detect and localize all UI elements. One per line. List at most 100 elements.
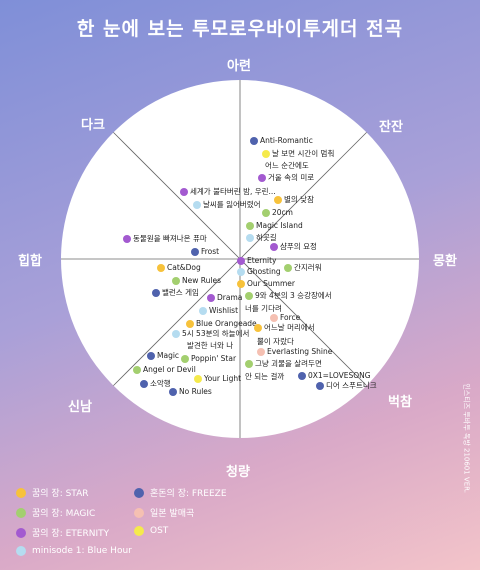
legend-label-magic: 꿈의 장: MAGIC (32, 509, 96, 519)
song-item: Force (270, 314, 300, 322)
song-dot (180, 188, 188, 196)
song-item: Wishlist (199, 307, 238, 315)
song-dot (157, 264, 165, 272)
song-dot (181, 355, 189, 363)
song-dot (186, 320, 194, 328)
legend-item-bluehour: minisode 1: Blue Hour (16, 546, 132, 556)
song-item: 20cm (262, 209, 293, 217)
song-item: 발견한 너와 나 (187, 342, 233, 350)
legend-label-ost: OST (150, 526, 169, 536)
legend-label-star: 꿈의 장: STAR (32, 489, 89, 499)
song-item: Our Summer (237, 280, 295, 288)
song-label: 어느날 머리에서 (264, 323, 315, 333)
legend-dot-magic (16, 507, 26, 518)
song-label: Poppin' Star (191, 354, 237, 364)
song-item: 뿔이 자랐다 (257, 338, 294, 346)
axis-label-right: 몽환 (433, 254, 457, 269)
song-dot (257, 348, 265, 356)
song-label: 그냥 괴물을 살려두면 (255, 359, 322, 369)
song-dot (147, 352, 155, 360)
song-dot (237, 280, 245, 288)
song-item: 5시 53분의 하늘에서 (172, 330, 249, 338)
song-item: 날 보면 시간이 멈춰 (262, 150, 334, 158)
song-label: 뿔이 자랐다 (257, 337, 294, 347)
song-label: 너를 기다려 (245, 304, 282, 314)
song-item: 어느 순간에도 (265, 162, 309, 170)
song-item: 세계가 불타버린 밤, 우린... (180, 188, 276, 196)
song-label: Blue Orangeade (196, 319, 257, 329)
song-label: Everlasting Shine (267, 347, 333, 357)
song-dot (140, 380, 148, 388)
song-item: Frost (191, 248, 219, 256)
song-dot (284, 264, 292, 272)
song-label: 날씨를 잃어버렸어 (203, 200, 261, 210)
song-label: Eternity (247, 256, 277, 266)
song-dot (133, 366, 141, 374)
axis-label-left: 힙합 (18, 254, 42, 269)
song-dot (123, 235, 131, 243)
song-item: Anti-Romantic (250, 137, 313, 145)
song-label: 5시 53분의 하늘에서 (182, 329, 250, 339)
song-item: 별의 낮잠 (274, 196, 314, 204)
legend-dot-freeze (134, 487, 144, 498)
legend-item-ost: OST (134, 526, 168, 536)
song-item: Blue Orangeade (186, 320, 257, 328)
song-label: 발견한 너와 나 (187, 341, 234, 351)
song-item: No Rules (169, 388, 212, 396)
song-label: Anti-Romantic (260, 136, 313, 146)
song-item: Your Light (194, 375, 241, 383)
song-item: 안 되는 걸까 (245, 373, 284, 381)
song-dot (245, 292, 253, 300)
song-dot (258, 174, 266, 182)
song-item: 간지러워 (284, 264, 322, 272)
song-label: 0X1=LOVESONG (308, 371, 371, 381)
song-item: 소악행 (140, 380, 171, 388)
song-item: 거울 속의 미로 (258, 174, 314, 182)
song-label: 디어 스푸트니크 (326, 381, 377, 391)
song-item: Eternity (237, 257, 276, 265)
song-item: 그냥 괴물을 살려두면 (245, 360, 322, 368)
song-label: 하굣길 (256, 233, 277, 243)
song-label: No Rules (179, 387, 212, 397)
legend-label-freeze: 혼돈의 장: FREEZE (150, 489, 227, 499)
song-dot (237, 268, 245, 276)
song-dot (172, 330, 180, 338)
legend-item-eternity: 꿈의 장: ETERNITY (16, 526, 109, 539)
axis-label-bottom: 청량 (226, 465, 250, 480)
legend-label-bluehour: minisode 1: Blue Hour (32, 546, 132, 556)
page-title: 한 눈에 보는 투모로우바이투게더 전곡 (76, 18, 404, 40)
legend-label-eternity: 꿈의 장: ETERNITY (32, 529, 110, 539)
song-dot (316, 382, 324, 390)
song-dot (191, 248, 199, 256)
song-dot (254, 324, 262, 332)
song-label: 간지러워 (294, 263, 322, 273)
song-label: Cat&Dog (167, 263, 201, 273)
song-label: 날 보면 시간이 멈춰 (272, 149, 335, 159)
song-label: 20cm (272, 208, 293, 218)
song-item: 어느날 머리에서 (254, 324, 315, 332)
song-label: 소악행 (150, 379, 171, 389)
legend-dot-star (16, 487, 26, 498)
song-label: 별의 낮잠 (284, 195, 314, 205)
song-dot (207, 294, 215, 302)
song-dot (246, 234, 254, 242)
song-label: Your Light (204, 374, 242, 384)
legend-item-freeze: 혼돈의 장: FREEZE (134, 486, 227, 499)
song-dot (169, 388, 177, 396)
song-dot (274, 196, 282, 204)
song-label: 샴푸의 요정 (280, 242, 317, 252)
credit-text: 인스티즈 투바투 독방 210601 VER. (463, 383, 471, 493)
legend-label-japan: 일본 발매곡 (150, 509, 195, 519)
song-label: 세계가 불타버린 밤, 우린... (190, 187, 276, 197)
song-dot (199, 307, 207, 315)
legend-dot-ost (134, 526, 144, 536)
song-item: 너를 기다려 (245, 305, 282, 313)
song-label: Angel or Devil (143, 365, 196, 375)
axis-label-top: 아련 (227, 59, 251, 74)
song-label: New Rules (182, 276, 221, 286)
song-label: 9와 4분의 3 승강장에서 (255, 291, 332, 301)
song-item: 날씨를 잃어버렸어 (193, 201, 261, 209)
song-dot (152, 289, 160, 297)
song-label: Force (280, 313, 301, 323)
legend-dot-eternity (16, 527, 26, 538)
